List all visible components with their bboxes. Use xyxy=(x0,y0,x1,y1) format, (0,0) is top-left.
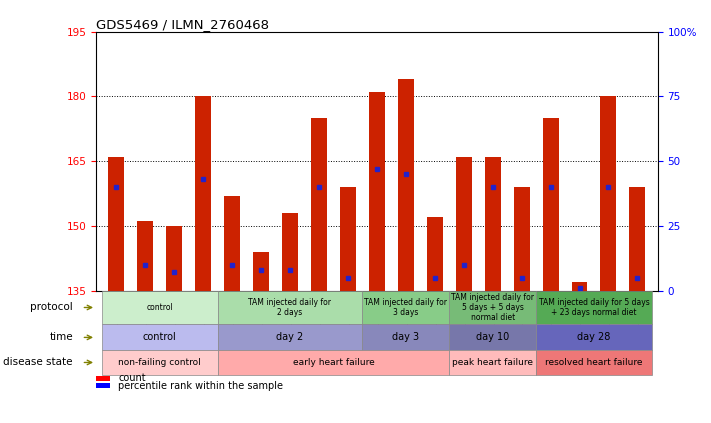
Bar xyxy=(572,282,587,291)
Bar xyxy=(536,350,652,375)
Bar xyxy=(542,118,559,291)
Text: day 28: day 28 xyxy=(577,332,611,342)
Bar xyxy=(195,96,211,291)
Bar xyxy=(363,291,449,324)
Text: control: control xyxy=(146,303,173,312)
Bar xyxy=(449,324,536,350)
Text: day 3: day 3 xyxy=(392,332,419,342)
Text: TAM injected daily for
5 days + 5 days
normal diet: TAM injected daily for 5 days + 5 days n… xyxy=(451,293,534,321)
Bar xyxy=(398,79,414,291)
Text: early heart failure: early heart failure xyxy=(292,358,374,367)
Text: peak heart failure: peak heart failure xyxy=(452,358,533,367)
Bar xyxy=(166,226,182,291)
Bar xyxy=(102,291,218,324)
Bar xyxy=(108,157,124,291)
Bar xyxy=(218,324,363,350)
Bar xyxy=(102,350,218,375)
Bar xyxy=(224,195,240,291)
Bar xyxy=(137,222,153,291)
Bar xyxy=(485,157,501,291)
Bar xyxy=(536,324,652,350)
Bar xyxy=(282,213,298,291)
Bar xyxy=(427,217,443,291)
Text: non-failing control: non-failing control xyxy=(118,358,201,367)
Bar xyxy=(96,383,110,388)
Bar xyxy=(449,291,536,324)
Text: time: time xyxy=(49,332,73,342)
Text: resolved heart failure: resolved heart failure xyxy=(545,358,643,367)
Bar xyxy=(253,252,269,291)
Bar xyxy=(102,324,218,350)
Text: day 10: day 10 xyxy=(476,332,509,342)
Bar xyxy=(629,187,646,291)
Text: day 2: day 2 xyxy=(277,332,304,342)
Bar xyxy=(218,350,449,375)
Text: protocol: protocol xyxy=(30,302,73,313)
Text: TAM injected daily for
2 days: TAM injected daily for 2 days xyxy=(248,298,331,317)
Bar xyxy=(218,291,363,324)
Bar xyxy=(311,118,327,291)
Bar xyxy=(369,92,385,291)
Text: TAM injected daily for 5 days
+ 23 days normal diet: TAM injected daily for 5 days + 23 days … xyxy=(539,298,649,317)
Bar xyxy=(513,187,530,291)
Text: GDS5469 / ILMN_2760468: GDS5469 / ILMN_2760468 xyxy=(96,18,269,30)
Bar xyxy=(449,350,536,375)
Bar xyxy=(340,187,356,291)
Bar xyxy=(96,376,110,381)
Bar xyxy=(363,324,449,350)
Bar xyxy=(536,291,652,324)
Bar xyxy=(456,157,471,291)
Text: disease state: disease state xyxy=(4,357,73,368)
Text: TAM injected daily for
3 days: TAM injected daily for 3 days xyxy=(364,298,447,317)
Text: count: count xyxy=(119,374,146,383)
Bar xyxy=(601,96,616,291)
Text: control: control xyxy=(143,332,176,342)
Text: percentile rank within the sample: percentile rank within the sample xyxy=(119,381,284,391)
